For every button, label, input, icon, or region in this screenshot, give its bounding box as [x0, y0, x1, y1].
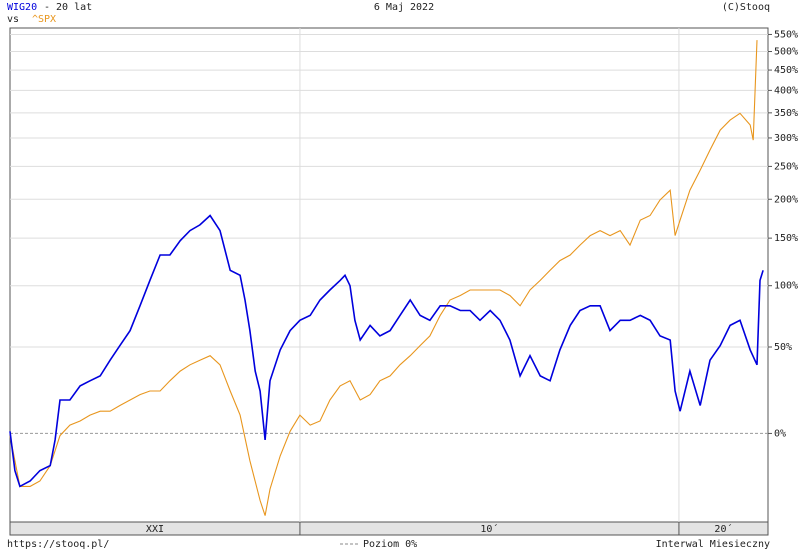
y-tick-label: 150%: [774, 233, 798, 244]
y-tick-label: 250%: [774, 161, 798, 172]
y-tick-label: 50%: [774, 342, 792, 353]
y-tick-label: 500%: [774, 47, 798, 58]
x-period-label: 10´: [480, 523, 498, 535]
source[interactable]: https://stooq.pl/: [7, 539, 109, 550]
series-line: [9, 214, 764, 488]
y-tick-label: 0%: [774, 428, 786, 439]
y-tick-label: 200%: [774, 194, 798, 205]
vs: vs: [7, 14, 19, 25]
interval: Interwal Miesieczny: [656, 539, 770, 550]
y-tick-label: 100%: [774, 281, 798, 292]
series-name[interactable]: WIG20: [7, 2, 37, 13]
y-tick-label: 400%: [774, 85, 798, 96]
plot-area: [9, 27, 769, 523]
y-tick-label: 450%: [774, 65, 798, 76]
y-tick-label: 300%: [774, 133, 798, 144]
x-period-label: 20´: [714, 523, 732, 535]
period: - 20 lat: [44, 2, 92, 13]
date: 6 Maj 2022: [374, 2, 434, 13]
zero-line-label: Poziom 0%: [363, 539, 417, 550]
x-period-label: XXI: [146, 524, 164, 535]
copyright: (C)Stooq: [722, 2, 770, 13]
series-line: [9, 40, 758, 516]
y-tick-label: 550%: [774, 29, 798, 40]
y-tick-label: 350%: [774, 108, 798, 119]
x-axis-band: [9, 521, 769, 536]
series-name[interactable]: ^SPX: [32, 14, 56, 25]
